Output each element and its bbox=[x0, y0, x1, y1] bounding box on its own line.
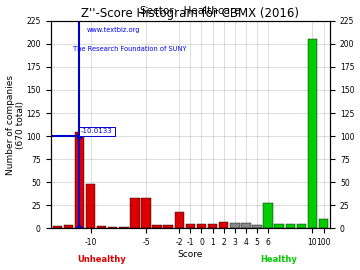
Bar bbox=[274, 224, 284, 228]
Text: www.textbiz.org: www.textbiz.org bbox=[87, 27, 140, 33]
Bar bbox=[130, 198, 140, 228]
Bar bbox=[319, 219, 328, 228]
Bar bbox=[53, 226, 62, 228]
Title: Z''-Score Histogram for CBMX (2016): Z''-Score Histogram for CBMX (2016) bbox=[81, 6, 300, 20]
Bar bbox=[297, 224, 306, 228]
Bar bbox=[119, 227, 129, 228]
Y-axis label: Number of companies
(670 total): Number of companies (670 total) bbox=[5, 75, 25, 175]
Bar bbox=[208, 224, 217, 228]
Text: The Research Foundation of SUNY: The Research Foundation of SUNY bbox=[73, 46, 186, 52]
Text: Healthy: Healthy bbox=[261, 255, 298, 264]
Bar bbox=[252, 225, 262, 228]
Text: Sector:  Healthcare: Sector: Healthcare bbox=[140, 6, 240, 16]
Bar bbox=[285, 224, 295, 228]
X-axis label: Score: Score bbox=[178, 250, 203, 259]
Bar bbox=[141, 198, 151, 228]
Bar bbox=[264, 202, 273, 228]
Bar bbox=[86, 184, 95, 228]
Bar bbox=[241, 223, 251, 228]
Bar bbox=[186, 224, 195, 228]
Bar bbox=[75, 131, 84, 228]
Bar bbox=[108, 227, 117, 228]
Bar bbox=[152, 225, 162, 228]
Bar bbox=[219, 222, 228, 228]
Text: -10.0133: -10.0133 bbox=[81, 128, 113, 134]
Bar bbox=[175, 212, 184, 228]
Bar bbox=[230, 223, 239, 228]
Bar bbox=[197, 224, 206, 228]
Bar bbox=[64, 225, 73, 228]
Bar bbox=[163, 225, 173, 228]
Bar bbox=[97, 226, 106, 228]
Bar bbox=[308, 39, 317, 228]
Text: Unhealthy: Unhealthy bbox=[77, 255, 126, 264]
